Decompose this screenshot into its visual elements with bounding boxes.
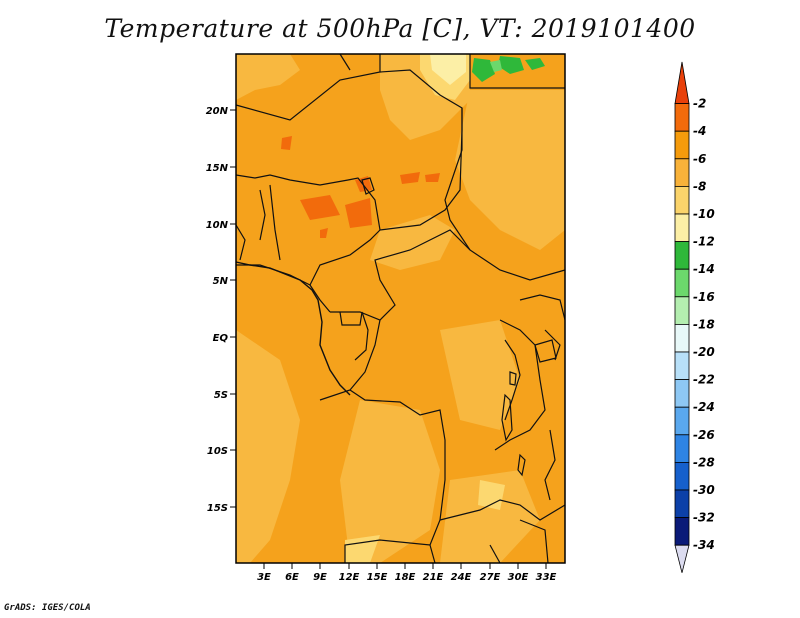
colorbar-swatch <box>674 517 690 546</box>
colorbar-label: -10 <box>693 207 715 221</box>
colorbar-swatch <box>674 103 690 132</box>
lon-label-33e: 33E <box>536 572 557 583</box>
lon-label-12e: 12E <box>339 572 360 583</box>
colorbar-swatch <box>674 406 690 436</box>
colorbar-swatch <box>674 296 690 325</box>
colorbar-label: -18 <box>693 317 715 331</box>
colorbar-swatch <box>674 185 690 215</box>
colorbar-label: -34 <box>693 538 715 552</box>
lat-label-15s: 15S <box>207 503 228 514</box>
lon-label-18e: 18E <box>395 572 416 583</box>
lakes <box>361 177 557 477</box>
colorbar-label: -14 <box>693 262 715 276</box>
country-borders <box>235 53 566 564</box>
colorbar: -2 -4 -6 -8 -10 -12 -14 -16 -18 -20 -22 -24 -26 -28 -3… <box>674 61 715 573</box>
lat-label-20n: 20N <box>206 106 229 117</box>
lat-label-10n: 10N <box>206 220 229 231</box>
colorbar-label: -12 <box>693 235 715 249</box>
colorbar-swatch <box>674 268 690 298</box>
colorbar-label: -32 <box>693 511 715 525</box>
colorbar-arrow-bottom <box>674 544 690 573</box>
colorbar-swatch <box>674 379 690 408</box>
lon-label-3e: 3E <box>257 572 271 583</box>
colorbar-label: -30 <box>693 483 715 497</box>
cold-patch <box>472 56 545 82</box>
colorbar-swatch <box>674 158 690 187</box>
colorbar-label: -26 <box>693 428 715 442</box>
colorbar-label: -2 <box>693 97 706 111</box>
latitude-axis: 20N 15N 10N 5N EQ 5S 10S 15S <box>206 106 236 514</box>
lon-label-15e: 15E <box>367 572 388 583</box>
lat-label-5n: 5N <box>213 276 229 287</box>
colorbar-arrow-top <box>674 61 690 104</box>
colorbar-swatch <box>674 323 690 353</box>
cool-patch <box>490 60 502 72</box>
lat-label-5s: 5S <box>214 390 228 401</box>
longitude-axis: 3E 6E 9E 12E 15E 18E 21E 24E 27E 30E 33E <box>257 563 557 583</box>
coastline <box>235 261 351 396</box>
colorbar-swatch <box>674 351 690 381</box>
map-title: Temperature at 500hPa [C], VT: 201910140… <box>104 14 696 43</box>
lon-label-30e: 30E <box>508 572 529 583</box>
lon-label-24e: 24E <box>451 572 472 583</box>
grads-credit: GrADS: IGES/COLA <box>4 603 91 613</box>
colorbar-label: -20 <box>693 345 715 359</box>
colorbar-label: -22 <box>693 373 715 387</box>
colorbar-swatch <box>674 461 690 491</box>
map-frame <box>235 53 566 564</box>
colorbar-swatch <box>674 434 690 463</box>
hot-spots <box>281 136 440 238</box>
lat-label-10s: 10S <box>207 446 228 457</box>
colorbar-label: -4 <box>693 124 706 138</box>
colorbar-swatch <box>674 489 690 519</box>
map-area <box>235 53 566 564</box>
lon-label-27e: 27E <box>480 572 501 583</box>
lat-label-eq: EQ <box>213 333 229 344</box>
lon-label-21e: 21E <box>423 572 444 583</box>
colorbar-label: -8 <box>693 179 706 193</box>
colorbar-swatch <box>674 130 690 160</box>
colorbar-swatch <box>674 213 690 243</box>
colorbar-label: -28 <box>693 455 715 469</box>
lon-label-6e: 6E <box>285 572 299 583</box>
pale-patch <box>430 54 466 85</box>
colorbar-label: -16 <box>693 290 715 304</box>
lon-label-9e: 9E <box>313 572 327 583</box>
colorbar-label: -24 <box>693 400 715 414</box>
lat-label-15n: 15N <box>206 163 229 174</box>
colorbar-swatch <box>674 241 690 270</box>
colorbar-label: -6 <box>693 152 706 166</box>
